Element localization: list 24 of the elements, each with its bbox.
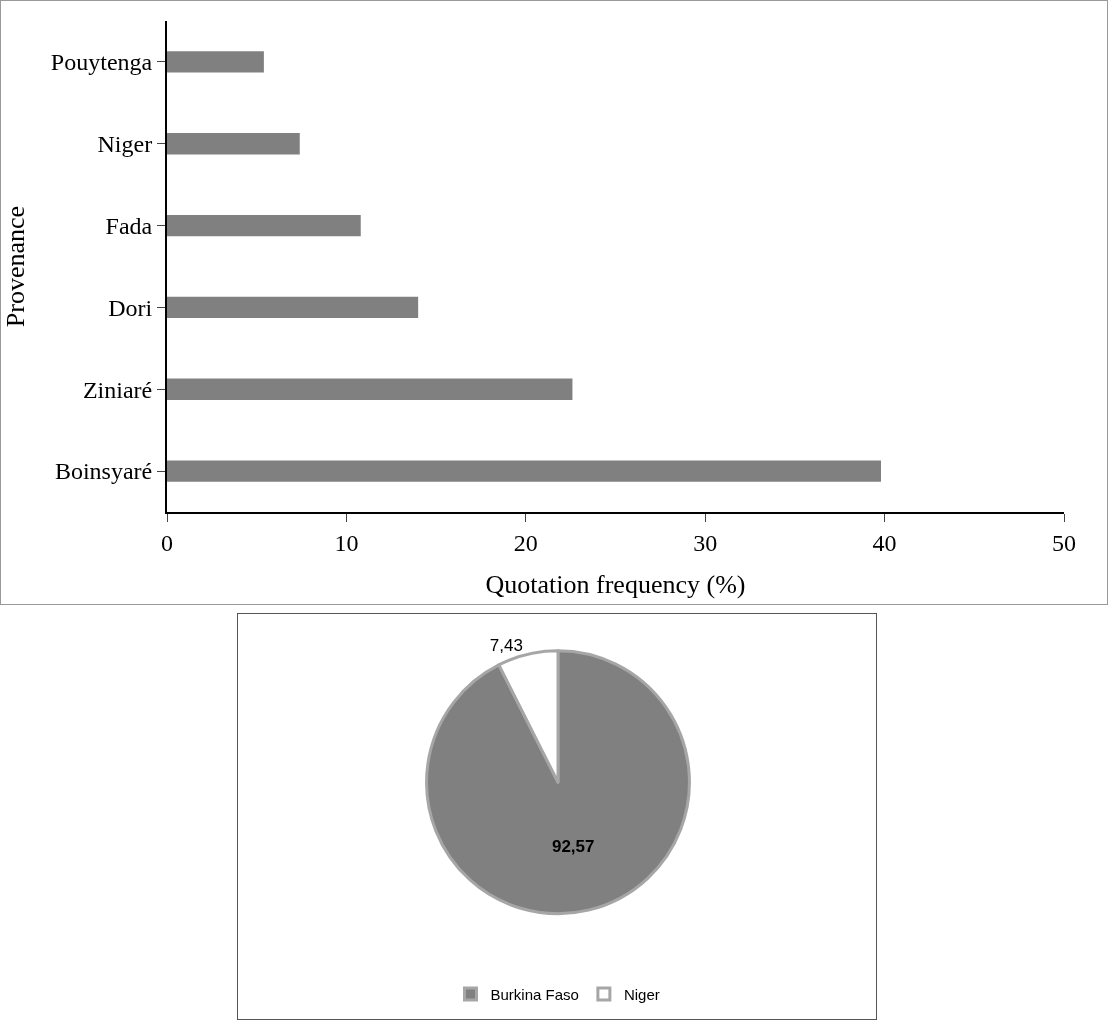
legend-label: Niger xyxy=(623,985,660,1003)
x-tick-label: 40 xyxy=(872,529,897,556)
legend-label: Burkina Faso xyxy=(490,985,579,1003)
x-tick-label: 10 xyxy=(334,529,359,556)
y-tick-label: Dori xyxy=(108,294,153,321)
x-tick-label: 0 xyxy=(161,529,173,556)
bar xyxy=(167,460,882,482)
x-tick-label: 20 xyxy=(513,529,538,556)
x-tick-label: 50 xyxy=(1052,529,1076,556)
bar xyxy=(167,296,419,319)
bar xyxy=(167,378,573,400)
y-tick-label: Boinsyaré xyxy=(54,458,153,485)
y-tick-label: Ziniaré xyxy=(82,376,153,403)
data-label: 7,43 xyxy=(489,635,523,655)
bar xyxy=(167,51,264,73)
y-axis-title: Provenance xyxy=(1,205,30,328)
y-tick-label: Pouytenga xyxy=(50,49,153,76)
y-tick-label: Fada xyxy=(105,212,153,239)
x-tick-label: 30 xyxy=(693,529,718,556)
y-tick-label: Niger xyxy=(97,131,153,158)
bar xyxy=(167,133,300,155)
data-label: 92,57 xyxy=(551,836,595,856)
x-axis-title: Quotation frequency (%) xyxy=(485,570,746,599)
bar xyxy=(167,214,361,237)
